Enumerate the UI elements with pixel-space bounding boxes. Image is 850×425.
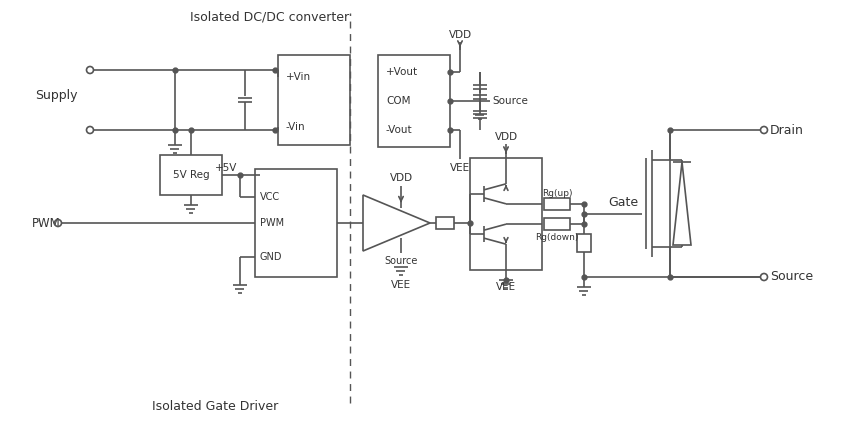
Text: Isolated DC/DC converter: Isolated DC/DC converter	[190, 11, 349, 23]
Text: Source: Source	[492, 96, 528, 106]
Text: COM: COM	[386, 96, 411, 106]
Text: VEE: VEE	[391, 280, 411, 290]
Bar	[160, 155, 222, 195]
Text: Drain: Drain	[770, 124, 804, 136]
Bar	[544, 218, 570, 230]
Bar	[577, 234, 591, 252]
Text: Source: Source	[770, 270, 813, 283]
Text: Rg(down): Rg(down)	[536, 232, 579, 242]
Bar	[278, 55, 350, 145]
Text: -Vout: -Vout	[386, 125, 412, 135]
Bar	[470, 158, 542, 270]
Text: Gate: Gate	[608, 196, 638, 209]
Text: VDD: VDD	[389, 173, 412, 183]
Text: GND: GND	[260, 252, 282, 262]
Text: VDD: VDD	[449, 30, 472, 40]
Text: PWM: PWM	[32, 216, 60, 230]
Text: VEE: VEE	[496, 282, 516, 292]
Text: VEE: VEE	[450, 163, 470, 173]
Text: Isolated Gate Driver: Isolated Gate Driver	[152, 400, 278, 414]
Text: PWM: PWM	[260, 218, 284, 228]
Bar	[544, 198, 570, 210]
Bar	[436, 217, 454, 229]
Text: +Vout: +Vout	[386, 67, 418, 77]
Text: Supply: Supply	[35, 88, 77, 102]
Text: +Vin: +Vin	[286, 72, 311, 82]
Text: VDD: VDD	[495, 132, 518, 142]
Text: Source: Source	[384, 256, 417, 266]
Bar	[255, 169, 337, 277]
Bar	[378, 55, 450, 147]
Text: +5V: +5V	[215, 163, 237, 173]
Text: Rg(up): Rg(up)	[541, 190, 572, 198]
Text: -Vin: -Vin	[286, 122, 306, 132]
Text: VCC: VCC	[260, 192, 281, 202]
Text: 5V Reg: 5V Reg	[173, 170, 209, 180]
